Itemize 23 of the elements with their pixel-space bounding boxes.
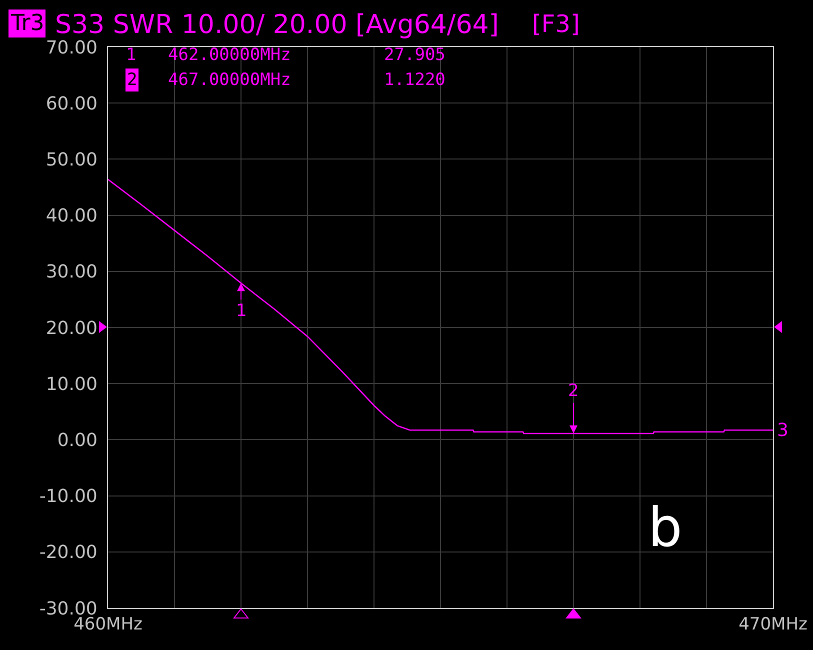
annotation: b: [648, 496, 682, 559]
annotation: 1.1220: [384, 70, 446, 90]
y-tick-label: -10.00: [39, 486, 98, 508]
y-tick-label: -20.00: [39, 542, 98, 564]
line-series: [108, 178, 773, 434]
y-tick-label: 30.00: [46, 262, 98, 283]
annotation: 2: [127, 70, 138, 90]
y-tick-label: 40.00: [46, 206, 98, 227]
series-label: 3: [777, 420, 788, 441]
annotation: 27.905: [384, 45, 446, 65]
y-tick-label: 60.00: [46, 93, 98, 114]
annotation: 467.00000MHz: [168, 70, 291, 90]
annotation: 1: [126, 45, 136, 65]
text: [F3]: [532, 10, 580, 38]
annotation: 2: [568, 381, 579, 401]
text: Tr3: [10, 11, 44, 36]
y-tick-label: 0.00: [57, 430, 98, 451]
y-tick-label: 20.00: [46, 318, 98, 339]
annotation: 462.00000MHz: [168, 45, 291, 65]
annotation: 1: [236, 301, 247, 321]
y-tick-label: 50.00: [46, 150, 98, 170]
x-tick-label: 470MHz: [738, 614, 808, 634]
y-tick-label: 10.00: [46, 374, 98, 395]
